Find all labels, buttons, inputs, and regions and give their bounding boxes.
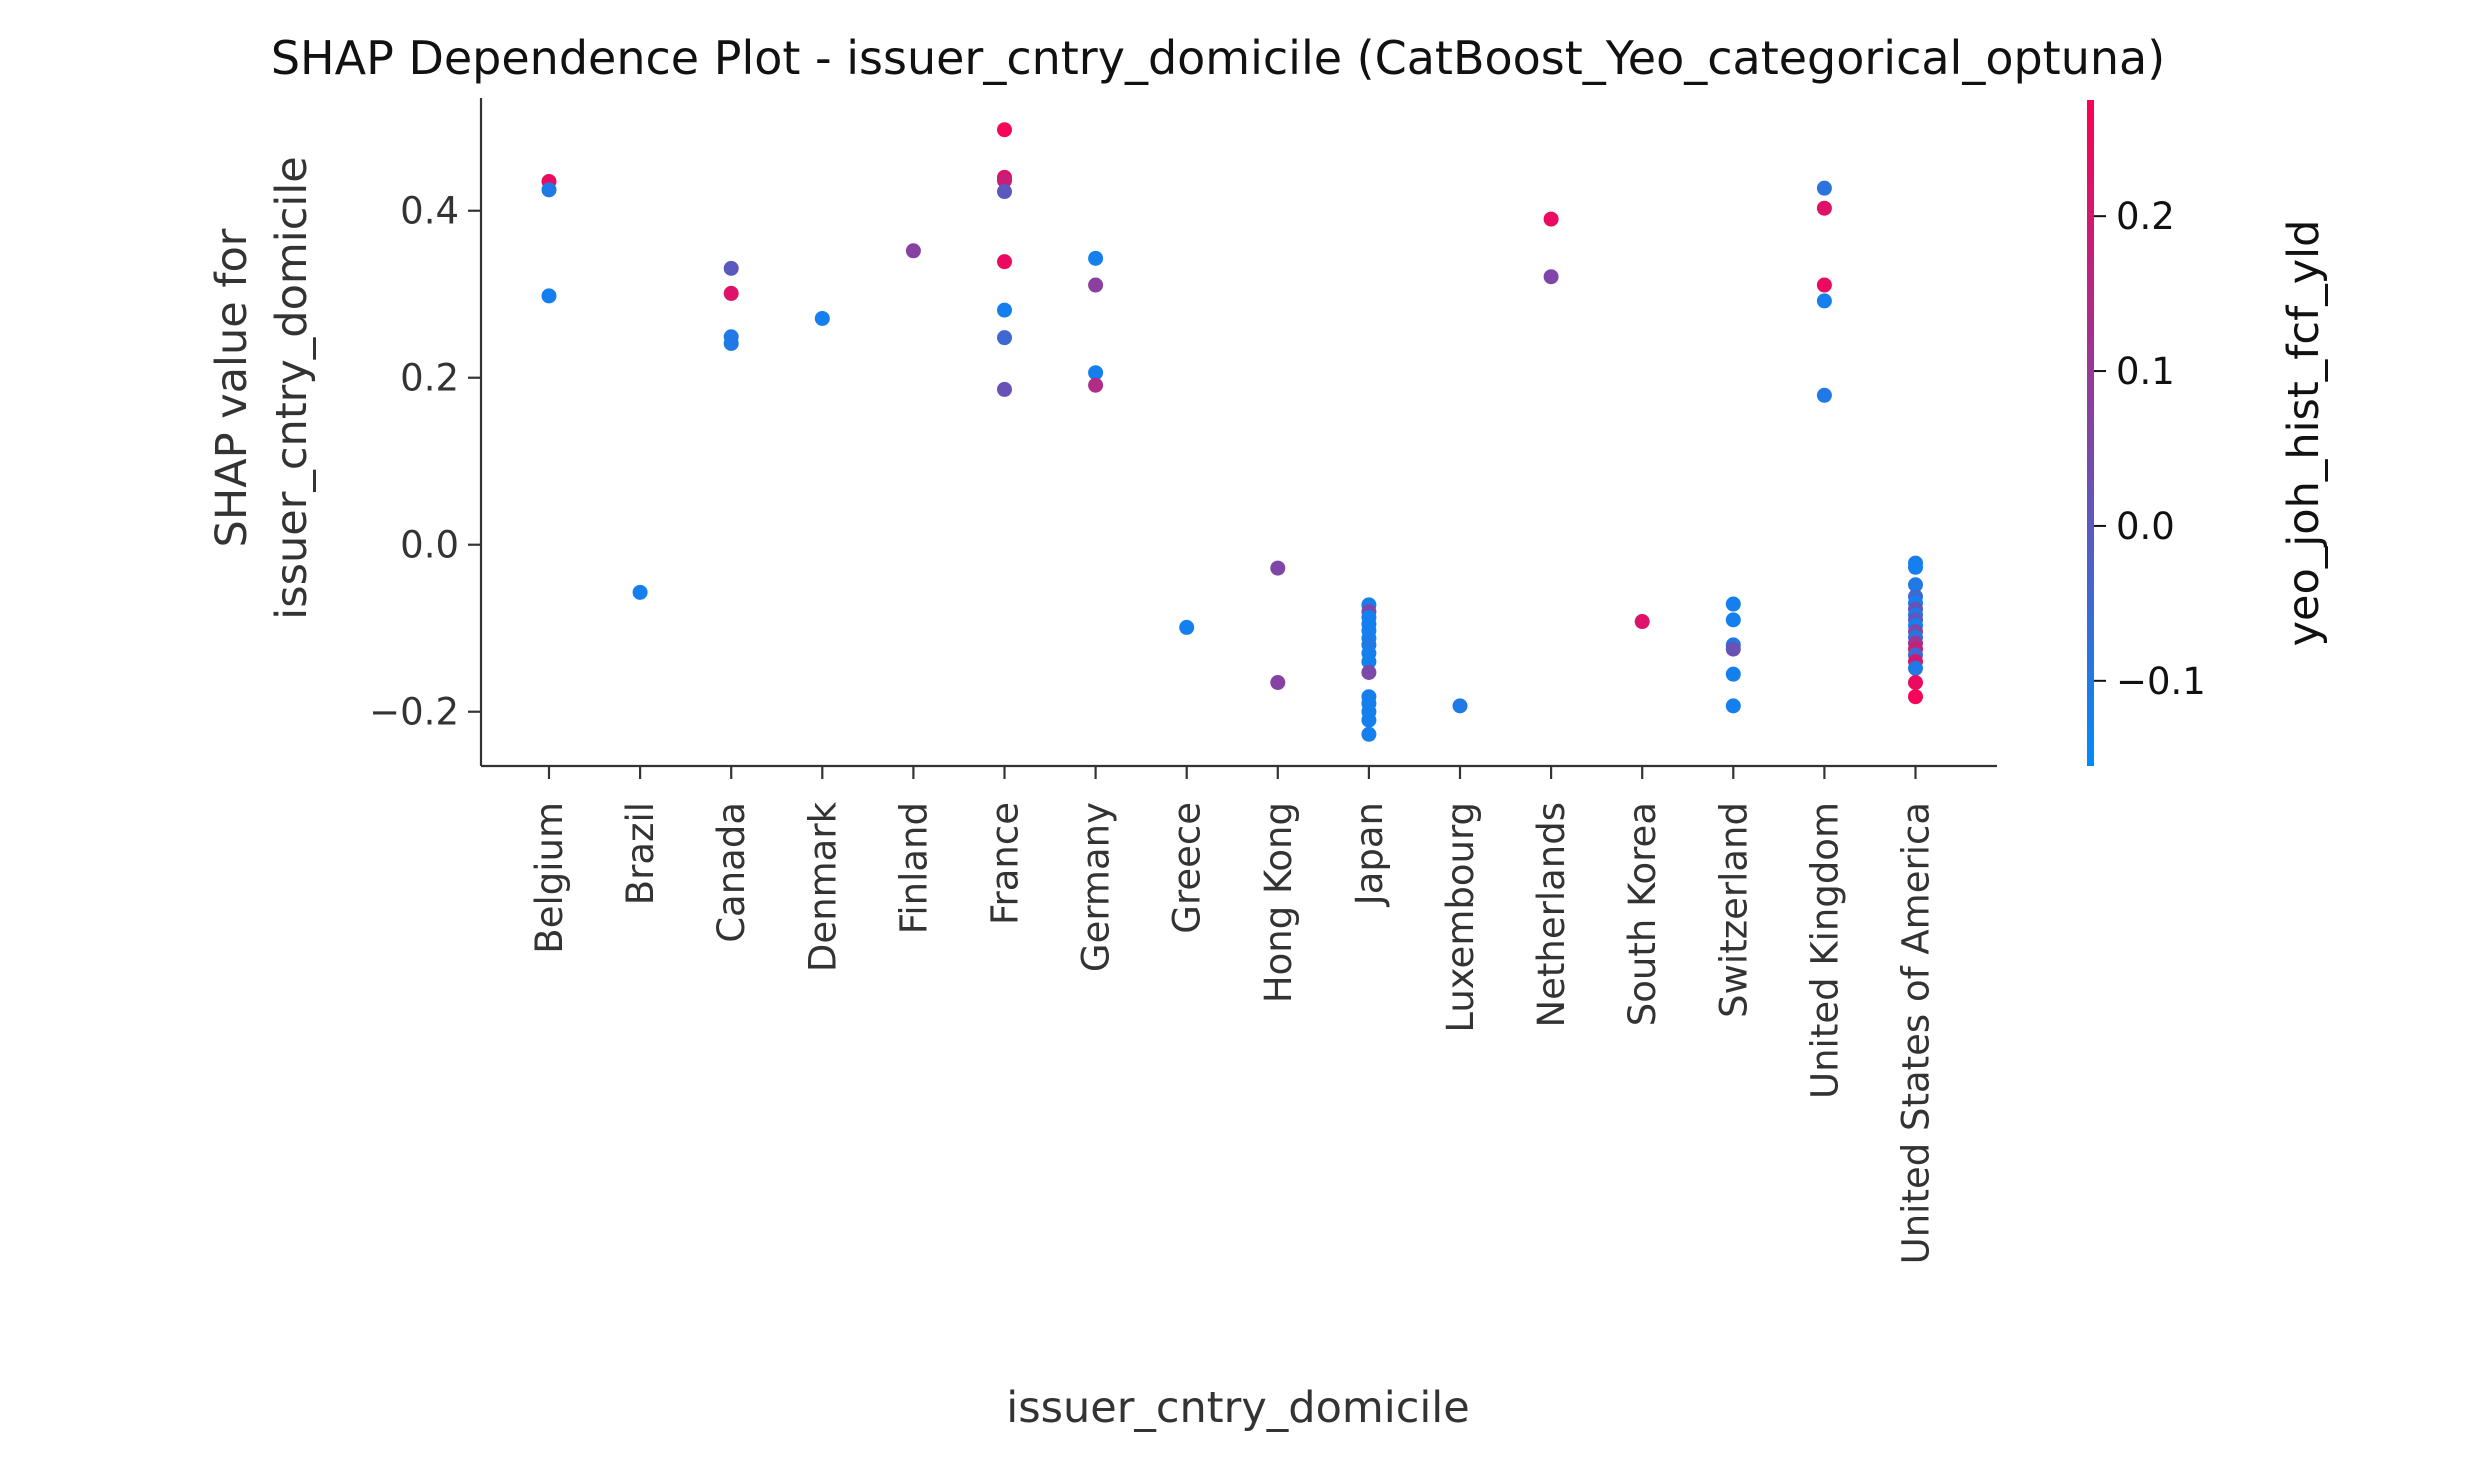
x-tick-label: Japan bbox=[1348, 802, 1391, 907]
data-point bbox=[997, 254, 1012, 270]
y-tick-label: 0.0 bbox=[400, 524, 459, 567]
x-tick-label: United States of America bbox=[1895, 802, 1938, 1264]
data-point bbox=[1361, 726, 1377, 742]
data-point bbox=[723, 285, 739, 301]
data-point bbox=[1543, 211, 1559, 227]
data-point bbox=[723, 335, 739, 351]
data-point bbox=[1543, 269, 1559, 285]
data-point bbox=[1270, 675, 1286, 690]
x-tick-label: France bbox=[984, 802, 1027, 925]
data-point bbox=[1452, 698, 1468, 714]
x-axis-label: issuer_cntry_domicile bbox=[1006, 1383, 1469, 1433]
x-tick-label: Denmark bbox=[801, 801, 844, 972]
data-point bbox=[1634, 614, 1650, 630]
data-point bbox=[1361, 664, 1377, 680]
data-point bbox=[1908, 689, 1923, 705]
colorbar-tick-label: −0.1 bbox=[2116, 660, 2206, 703]
plot-area bbox=[541, 122, 1923, 742]
y-tick-label: 0.4 bbox=[400, 190, 459, 233]
x-tick-label: United Kingdom bbox=[1803, 802, 1846, 1099]
data-point bbox=[1179, 619, 1195, 635]
y-axis-label-line-2: issuer_cntry_domicile bbox=[267, 156, 317, 619]
data-point bbox=[1908, 559, 1923, 575]
data-point bbox=[1361, 654, 1377, 670]
x-tick-label: Luxembourg bbox=[1439, 802, 1482, 1033]
x-tick-label: Hong Kong bbox=[1257, 802, 1300, 1003]
data-point bbox=[997, 330, 1012, 346]
data-point bbox=[905, 243, 921, 259]
x-tick-label: Canada bbox=[710, 802, 753, 943]
data-point bbox=[1908, 660, 1923, 676]
data-point bbox=[997, 122, 1012, 138]
data-point bbox=[997, 381, 1012, 397]
y-axis-ticks: −0.2 0.0 0.2 0.4 bbox=[369, 190, 481, 734]
data-point bbox=[1088, 250, 1104, 266]
y-tick-label: −0.2 bbox=[369, 691, 459, 734]
x-tick-label: Brazil bbox=[619, 802, 662, 905]
data-point bbox=[1908, 675, 1923, 690]
data-point bbox=[1361, 712, 1377, 728]
data-point bbox=[1816, 387, 1832, 403]
chart-title: SHAP Dependence Plot - issuer_cntry_domi… bbox=[271, 31, 2165, 85]
data-point bbox=[1908, 577, 1923, 593]
data-point bbox=[1725, 698, 1741, 714]
data-point bbox=[541, 182, 557, 198]
colorbar-label: yeo_joh_hist_fcf_yld bbox=[2279, 220, 2329, 647]
data-point bbox=[1088, 377, 1104, 393]
x-tick-label: Switzerland bbox=[1712, 802, 1755, 1018]
data-point bbox=[1088, 365, 1104, 381]
colorbar-ticks: −0.1 0.0 0.1 0.2 bbox=[2094, 195, 2206, 703]
data-point bbox=[997, 184, 1012, 200]
data-point bbox=[1725, 641, 1741, 657]
data-point bbox=[1816, 200, 1832, 216]
y-tick-label: 0.2 bbox=[400, 357, 459, 400]
y-axis-label-line-1: SHAP value for bbox=[207, 228, 257, 547]
colorbar-tick-label: 0.1 bbox=[2116, 350, 2175, 393]
colorbar-tick-label: 0.2 bbox=[2116, 195, 2175, 238]
x-tick-label: Germany bbox=[1075, 802, 1118, 972]
x-tick-label: Netherlands bbox=[1530, 802, 1573, 1028]
data-point bbox=[541, 288, 557, 304]
data-point bbox=[1725, 596, 1741, 612]
data-point bbox=[997, 173, 1012, 189]
colorbar bbox=[2087, 100, 2094, 766]
data-point bbox=[1270, 560, 1286, 576]
data-point bbox=[632, 584, 648, 600]
data-point bbox=[723, 260, 739, 276]
colorbar-tick-label: 0.0 bbox=[2116, 505, 2175, 548]
data-point bbox=[814, 310, 830, 326]
x-tick-label: South Korea bbox=[1621, 802, 1664, 1026]
x-tick-label: Belgium bbox=[528, 802, 571, 954]
data-point bbox=[1816, 277, 1832, 293]
data-point bbox=[1816, 180, 1832, 196]
data-point bbox=[1725, 612, 1741, 628]
data-point bbox=[1725, 666, 1741, 682]
x-tick-label: Finland bbox=[892, 802, 935, 934]
data-point bbox=[997, 302, 1012, 318]
data-point bbox=[1088, 277, 1104, 293]
data-point bbox=[1816, 293, 1832, 309]
x-axis-ticks: Belgium Brazil Canada Denmark Finland France G… bbox=[528, 766, 1938, 1264]
x-tick-label: Greece bbox=[1166, 802, 1209, 934]
